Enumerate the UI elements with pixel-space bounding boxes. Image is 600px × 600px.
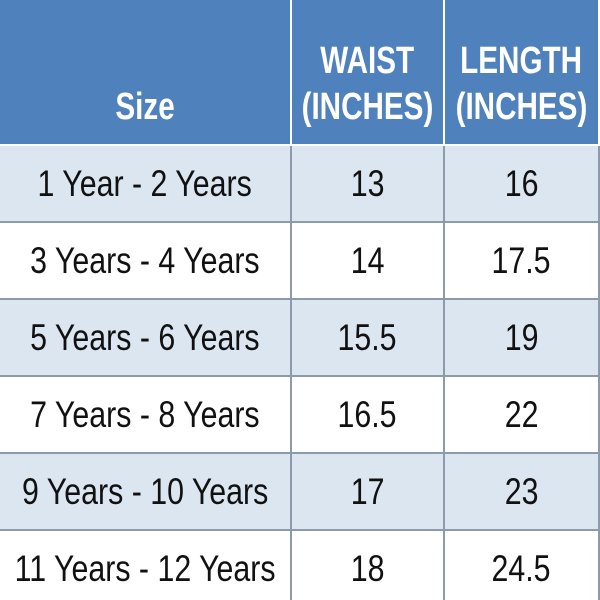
size-label: 9 Years - 10 Years <box>21 470 269 512</box>
size-label: 5 Years - 6 Years <box>30 316 260 358</box>
size-label: 11 Years - 12 Years <box>14 547 276 589</box>
table-cell: 24.5 <box>445 531 600 600</box>
table-cell: 11 Years - 12 Years <box>0 531 292 600</box>
header-cell: WAIST (INCHES) <box>292 0 445 146</box>
measurement: 17 <box>350 470 385 512</box>
measurement: 15.5 <box>337 316 398 358</box>
measurement: 22 <box>504 393 539 435</box>
table-cell: 17.5 <box>445 223 600 300</box>
header-text: LENGTH <box>460 40 583 82</box>
table-cell: 15.5 <box>292 300 445 377</box>
header-cell: Size <box>0 0 292 146</box>
table-cell: 7 Years - 8 Years <box>0 377 292 454</box>
measurement: 16 <box>504 162 539 204</box>
measurement: 18 <box>350 547 385 589</box>
size-label: 1 Year - 2 Years <box>37 162 253 204</box>
table-cell: 18 <box>292 531 445 600</box>
table-cell: 16.5 <box>292 377 445 454</box>
table-cell: 22 <box>445 377 600 454</box>
table-cell: 13 <box>292 146 445 223</box>
header-text: (INCHES) <box>301 86 434 128</box>
table-cell: 17 <box>292 454 445 531</box>
measurement: 16.5 <box>337 393 398 435</box>
header-text: WAIST <box>320 40 415 82</box>
table-cell: 23 <box>445 454 600 531</box>
table-cell: 14 <box>292 223 445 300</box>
table-cell: 1 Year - 2 Years <box>0 146 292 223</box>
table-cell: 5 Years - 6 Years <box>0 300 292 377</box>
table-cell: 3 Years - 4 Years <box>0 223 292 300</box>
size-label: 7 Years - 8 Years <box>30 393 260 435</box>
header-text: Size <box>115 86 175 128</box>
measurement: 23 <box>504 470 539 512</box>
measurement: 13 <box>350 162 385 204</box>
table-cell: 19 <box>445 300 600 377</box>
measurement: 17.5 <box>491 239 552 281</box>
table-cell: 9 Years - 10 Years <box>0 454 292 531</box>
measurement: 19 <box>504 316 539 358</box>
measurement: 24.5 <box>491 547 552 589</box>
header-cell: LENGTH (INCHES) <box>445 0 600 146</box>
measurement: 14 <box>350 239 385 281</box>
size-label: 3 Years - 4 Years <box>30 239 260 281</box>
header-text: (INCHES) <box>455 86 588 128</box>
table-cell: 16 <box>445 146 600 223</box>
